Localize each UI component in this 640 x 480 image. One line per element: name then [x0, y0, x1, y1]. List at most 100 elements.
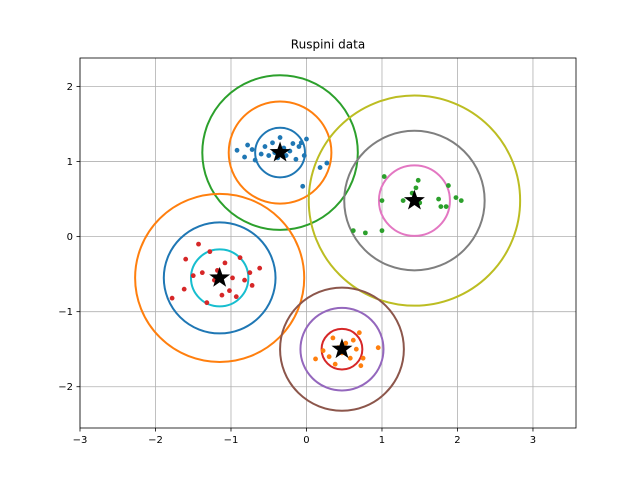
cluster-center-star — [209, 266, 231, 287]
data-point — [400, 198, 406, 203]
data-point — [320, 348, 326, 354]
y-axis-ticks: −2 −1 0 1 2 — [58, 82, 80, 393]
data-point — [317, 165, 323, 170]
data-point — [298, 140, 304, 146]
x-tick-label: 0 — [303, 435, 309, 446]
data-point — [237, 255, 243, 261]
data-point — [196, 241, 201, 247]
data-point — [330, 335, 336, 341]
axes-frame — [79, 57, 577, 429]
data-point — [204, 300, 210, 306]
data-point — [293, 156, 299, 162]
data-point — [249, 147, 255, 152]
radius-circle — [307, 94, 522, 307]
x-tick-label: −3 — [73, 435, 88, 446]
data-point — [453, 195, 459, 200]
data-point — [360, 355, 366, 361]
data-point — [358, 363, 364, 369]
radius-circle — [227, 100, 333, 205]
data-point — [290, 141, 296, 146]
data-point — [296, 144, 302, 149]
data-point — [332, 361, 338, 367]
data-point — [190, 273, 196, 279]
radius-circle — [299, 306, 385, 392]
data-point — [258, 151, 264, 157]
x-tick-label: 2 — [454, 435, 460, 446]
chart-title: Ruspini data — [291, 38, 365, 52]
data-point — [247, 270, 253, 276]
data-point — [300, 183, 306, 189]
data-point — [234, 147, 240, 153]
data-point — [301, 153, 307, 158]
data-point — [313, 356, 318, 362]
data-point — [375, 345, 381, 351]
y-tick-label: −2 — [58, 382, 73, 393]
data-point — [183, 256, 189, 262]
cluster-center-star — [269, 141, 291, 162]
x-tick-label: 3 — [530, 435, 536, 446]
data-point — [219, 292, 225, 298]
data-point — [353, 346, 359, 352]
cluster-center-star — [331, 338, 353, 359]
x-tick-label: −1 — [224, 435, 239, 446]
cluster-center-star — [403, 189, 425, 210]
data-point — [326, 354, 332, 360]
data-point — [343, 340, 349, 346]
data-point — [413, 185, 419, 191]
axes-background — [80, 58, 576, 428]
centers — [209, 141, 425, 359]
data-point — [233, 294, 239, 300]
circles — [134, 74, 522, 412]
data-point — [242, 277, 247, 283]
radius-circle — [201, 74, 359, 231]
data-point — [458, 198, 464, 203]
data-point — [356, 330, 362, 336]
radius-circle — [279, 286, 405, 412]
data-point — [169, 295, 175, 301]
data-point — [266, 153, 272, 158]
data-point — [181, 286, 187, 292]
data-point — [446, 183, 451, 188]
radius-circle — [343, 129, 486, 272]
data-point — [438, 204, 444, 210]
y-tick-label: 0 — [67, 232, 73, 243]
data-point — [252, 157, 258, 163]
data-point — [381, 174, 387, 179]
x-tick-label: 1 — [379, 435, 385, 446]
radius-circle — [377, 164, 451, 237]
data-point — [227, 288, 232, 294]
y-tick-label: 2 — [67, 82, 73, 93]
data-point — [379, 198, 385, 203]
data-point — [257, 265, 263, 271]
data-point — [262, 144, 268, 149]
y-tick-label: 1 — [67, 157, 73, 168]
x-tick-label: −2 — [148, 435, 163, 446]
data-point — [230, 275, 235, 281]
radius-circle — [189, 248, 250, 308]
data-point — [362, 230, 368, 236]
data-point — [245, 142, 250, 148]
data-point — [222, 260, 228, 266]
data-point — [347, 355, 353, 361]
data-point — [324, 160, 330, 166]
data-point — [436, 196, 441, 202]
data-point — [277, 135, 283, 140]
data-point — [207, 249, 213, 255]
data-point — [350, 228, 356, 234]
data-point — [199, 270, 205, 276]
y-tick-label: −1 — [58, 307, 73, 318]
data-point — [270, 140, 275, 146]
data-point — [350, 337, 356, 343]
data-point — [443, 204, 449, 210]
radius-circle — [254, 126, 306, 179]
data-point — [249, 283, 255, 288]
radius-circle — [134, 192, 306, 363]
grid — [79, 58, 576, 428]
data-point — [242, 154, 247, 160]
x-axis-ticks: −3 −2 −1 0 1 2 3 — [73, 428, 536, 446]
data-point — [379, 228, 385, 234]
radius-circle — [162, 221, 277, 335]
data-point — [304, 136, 309, 142]
plot-area — [79, 57, 577, 429]
